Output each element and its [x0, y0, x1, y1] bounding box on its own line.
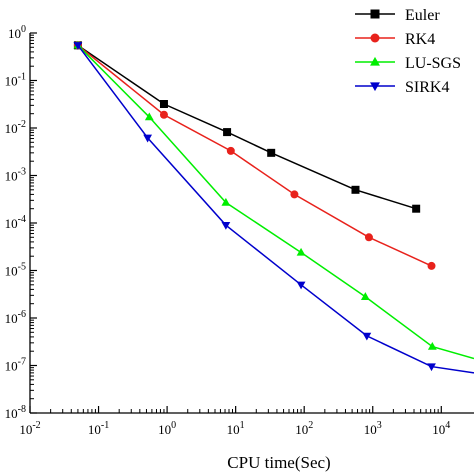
y-tick-label-base: 10: [5, 406, 18, 421]
data-point-sirk4: [143, 134, 153, 143]
x-tick-label-exponent: 1: [240, 420, 245, 431]
x-tick-label-exponent: 3: [377, 420, 382, 431]
series-line-euler: [77, 44, 417, 210]
y-tick-label: 10-1: [5, 72, 26, 89]
y-tick-label: 10-8: [5, 404, 26, 421]
y-tick-label-base: 10: [5, 169, 18, 184]
series-lu-sgs: [73, 40, 474, 360]
x-tick-label: 100: [158, 420, 176, 437]
data-point-rk4: [159, 110, 168, 119]
x-tick-label-base: 10: [295, 422, 308, 437]
data-point-rk4: [427, 261, 436, 270]
x-tick-label: 101: [227, 420, 245, 437]
x-tick-label-base: 10: [19, 422, 32, 437]
y-tick-label: 10-2: [5, 119, 26, 136]
x-tick-label: 104: [432, 420, 450, 437]
legend-label-lu-sgs: LU-SGS: [405, 55, 461, 72]
y-tick-label-exponent: -8: [18, 404, 26, 415]
y-tick-label-base: 10: [5, 121, 18, 136]
y-tick-label-base: 10: [5, 216, 18, 231]
data-point-sirk4: [362, 332, 372, 341]
data-point-sirk4: [221, 221, 231, 230]
x-tick-label-exponent: 2: [308, 420, 313, 431]
y-tick-label: 10-4: [5, 214, 26, 231]
y-tick-label: 10-7: [5, 357, 26, 374]
x-tick-label-base: 10: [227, 422, 240, 437]
data-point-sirk4: [73, 42, 83, 50]
y-tick-label: 100: [8, 24, 26, 41]
data-point-euler: [351, 185, 360, 194]
axes: 10-2 10-1 100 101 102 103 10410010-110-210-310…: [5, 24, 474, 437]
legend-item-sirk4: SIRK4: [355, 79, 449, 96]
data-point-sirk4: [296, 281, 306, 290]
x-tick-label-base: 10: [432, 422, 445, 437]
legend-label-rk4: RK4: [405, 31, 435, 48]
legend: Euler RK4 LU-SGS SIRK4: [355, 7, 461, 96]
data-point-sirk4: [427, 363, 436, 372]
x-tick-label-base: 10: [158, 422, 171, 437]
data-point-rk4: [226, 146, 235, 155]
series-rk4: [73, 41, 436, 270]
x-tick-label: 102: [295, 420, 313, 437]
y-tick-label-exponent: -5: [18, 262, 26, 273]
legend-marker-euler: [370, 9, 380, 19]
legend-marker-rk4: [370, 33, 380, 43]
legend-item-rk4: RK4: [355, 31, 435, 48]
y-tick-label-exponent: -1: [18, 72, 26, 83]
data-point-rk4: [290, 190, 299, 199]
y-tick-label-base: 10: [5, 74, 18, 89]
y-tick-label-base: 10: [8, 26, 21, 41]
data-point-euler: [159, 100, 168, 109]
y-tick-label: 10-6: [5, 309, 26, 326]
legend-label-sirk4: SIRK4: [405, 79, 449, 96]
y-tick-label: 10-5: [5, 262, 26, 279]
legend-marker-lu-sgs: [370, 56, 380, 66]
x-axis-title: CPU time(Sec): [227, 453, 330, 472]
y-tick-label-base: 10: [5, 359, 18, 374]
data-point-lu-sgs: [296, 247, 306, 256]
legend-label-euler: Euler: [405, 7, 440, 24]
y-tick-label-exponent: -4: [18, 214, 26, 225]
data-point-euler: [267, 148, 276, 157]
data-point-lu-sgs: [360, 292, 370, 300]
y-tick-label-exponent: -3: [18, 167, 26, 178]
data-point-lu-sgs: [221, 197, 231, 206]
y-tick-label-exponent: -7: [18, 357, 26, 368]
series-sirk4: [73, 42, 474, 374]
x-tick-label-exponent: 4: [445, 420, 450, 431]
y-tick-label: 10-3: [5, 167, 26, 184]
x-tick-label-exponent: -1: [101, 420, 109, 431]
legend-marker-sirk4: [370, 82, 380, 92]
series-line-rk4: [77, 44, 432, 267]
y-tick-label-exponent: -6: [18, 309, 26, 320]
x-tick-label-base: 10: [88, 422, 101, 437]
data-point-rk4: [364, 233, 373, 242]
y-tick-label-base: 10: [5, 264, 18, 279]
x-tick-label-exponent: 0: [171, 420, 176, 431]
x-tick-label: 10-2: [19, 420, 40, 437]
y-tick-label-base: 10: [5, 311, 18, 326]
x-tick-label: 10-1: [88, 420, 109, 437]
data-point-euler: [412, 204, 421, 213]
data-point-lu-sgs: [144, 112, 154, 121]
legend-item-euler: Euler: [355, 7, 440, 24]
legend-item-lu-sgs: LU-SGS: [355, 55, 461, 72]
data-point-euler: [223, 128, 232, 137]
x-tick-label-exponent: -2: [32, 420, 40, 431]
data-point-lu-sgs: [427, 341, 437, 350]
y-tick-label-exponent: 0: [21, 24, 26, 35]
x-tick-label: 103: [364, 420, 382, 437]
series-layer: [73, 40, 474, 374]
y-tick-label-exponent: -2: [18, 119, 26, 130]
x-tick-label-base: 10: [364, 422, 377, 437]
